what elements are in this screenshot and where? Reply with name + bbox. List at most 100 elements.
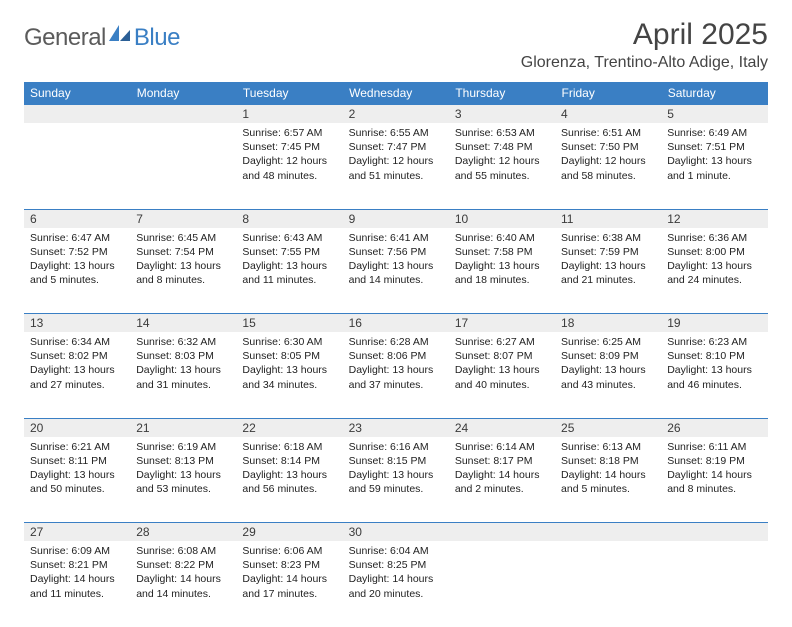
day-details: Sunrise: 6:43 AMSunset: 7:55 PMDaylight:… (236, 228, 342, 294)
day-cell-body: Sunrise: 6:13 AMSunset: 8:18 PMDaylight:… (555, 437, 661, 523)
day-cell-body: Sunrise: 6:25 AMSunset: 8:09 PMDaylight:… (555, 332, 661, 418)
daylight-text: Daylight: 13 hours and 5 minutes. (30, 259, 124, 287)
day-details: Sunrise: 6:27 AMSunset: 8:07 PMDaylight:… (449, 332, 555, 398)
day-cell-num: 20 (24, 418, 130, 437)
sunset-text: Sunset: 8:03 PM (136, 349, 230, 363)
day-details: Sunrise: 6:51 AMSunset: 7:50 PMDaylight:… (555, 123, 661, 189)
page-subtitle: Glorenza, Trentino-Alto Adige, Italy (521, 54, 768, 72)
day-number: 21 (130, 419, 236, 437)
day-cell-body: Sunrise: 6:47 AMSunset: 7:52 PMDaylight:… (24, 228, 130, 314)
day-cell-body: Sunrise: 6:38 AMSunset: 7:59 PMDaylight:… (555, 228, 661, 314)
day-cell-body: Sunrise: 6:53 AMSunset: 7:48 PMDaylight:… (449, 123, 555, 209)
day-cell-num (449, 523, 555, 542)
sunset-text: Sunset: 8:02 PM (30, 349, 124, 363)
daylight-text: Daylight: 12 hours and 55 minutes. (455, 154, 549, 182)
day-details: Sunrise: 6:18 AMSunset: 8:14 PMDaylight:… (236, 437, 342, 503)
day-number: 6 (24, 210, 130, 228)
sunset-text: Sunset: 7:52 PM (30, 245, 124, 259)
day-cell-num: 3 (449, 105, 555, 124)
sunset-text: Sunset: 8:00 PM (667, 245, 761, 259)
daylight-text: Daylight: 14 hours and 14 minutes. (136, 572, 230, 600)
daylight-text: Daylight: 14 hours and 17 minutes. (242, 572, 336, 600)
sunrise-text: Sunrise: 6:14 AM (455, 440, 549, 454)
sunrise-text: Sunrise: 6:18 AM (242, 440, 336, 454)
day-cell-num: 17 (449, 314, 555, 333)
week-daynum-row: 20212223242526 (24, 418, 768, 437)
day-cell-num: 23 (343, 418, 449, 437)
daylight-text: Daylight: 14 hours and 11 minutes. (30, 572, 124, 600)
day-number: 10 (449, 210, 555, 228)
weekday-header: Thursday (449, 82, 555, 105)
day-cell-body: Sunrise: 6:55 AMSunset: 7:47 PMDaylight:… (343, 123, 449, 209)
day-details: Sunrise: 6:32 AMSunset: 8:03 PMDaylight:… (130, 332, 236, 398)
daylight-text: Daylight: 13 hours and 56 minutes. (242, 468, 336, 496)
sunrise-text: Sunrise: 6:25 AM (561, 335, 655, 349)
day-number: 14 (130, 314, 236, 332)
day-cell-num: 15 (236, 314, 342, 333)
daylight-text: Daylight: 13 hours and 31 minutes. (136, 363, 230, 391)
sunset-text: Sunset: 8:22 PM (136, 558, 230, 572)
day-cell-num: 8 (236, 209, 342, 228)
sunrise-text: Sunrise: 6:55 AM (349, 126, 443, 140)
day-number: 26 (661, 419, 767, 437)
sunrise-text: Sunrise: 6:21 AM (30, 440, 124, 454)
week-body-row: Sunrise: 6:34 AMSunset: 8:02 PM Daylight:… (24, 332, 768, 418)
sunset-text: Sunset: 7:55 PM (242, 245, 336, 259)
sunrise-text: Sunrise: 6:57 AM (242, 126, 336, 140)
day-number: 8 (236, 210, 342, 228)
sunrise-text: Sunrise: 6:49 AM (667, 126, 761, 140)
day-cell-num: 13 (24, 314, 130, 333)
day-cell-num: 21 (130, 418, 236, 437)
day-details: Sunrise: 6:49 AMSunset: 7:51 PMDaylight:… (661, 123, 767, 189)
day-cell-body (24, 123, 130, 209)
weekday-header: Wednesday (343, 82, 449, 105)
day-cell-num: 4 (555, 105, 661, 124)
week-body-row: Sunrise: 6:47 AMSunset: 7:52 PMDaylight:… (24, 228, 768, 314)
daylight-text: Daylight: 13 hours and 34 minutes. (242, 363, 336, 391)
day-details: Sunrise: 6:25 AMSunset: 8:09 PMDaylight:… (555, 332, 661, 398)
daylight-text: Daylight: 13 hours and 50 minutes. (30, 468, 124, 496)
daylight-text: Daylight: 13 hours and 37 minutes. (349, 363, 443, 391)
sunrise-text: Sunrise: 6:38 AM (561, 231, 655, 245)
sunset-text: Sunset: 8:11 PM (30, 454, 124, 468)
day-details: Sunrise: 6:41 AMSunset: 7:56 PMDaylight:… (343, 228, 449, 294)
day-details: Sunrise: 6:13 AMSunset: 8:18 PMDaylight:… (555, 437, 661, 503)
sunrise-text: Sunrise: 6:34 AM (30, 335, 124, 349)
sunset-text: Sunset: 7:54 PM (136, 245, 230, 259)
day-cell-body: Sunrise: 6:49 AMSunset: 7:51 PMDaylight:… (661, 123, 767, 209)
day-details: Sunrise: 6:19 AMSunset: 8:13 PMDaylight:… (130, 437, 236, 503)
day-cell-num (130, 105, 236, 124)
day-number: 2 (343, 105, 449, 123)
logo-text-general: General (24, 24, 106, 52)
day-cell-num (24, 105, 130, 124)
day-cell-body: Sunrise: 6:32 AMSunset: 8:03 PMDaylight:… (130, 332, 236, 418)
sunrise-text: Sunrise: 6:41 AM (349, 231, 443, 245)
day-cell-body (449, 541, 555, 627)
day-number: 5 (661, 105, 767, 123)
day-number: 28 (130, 523, 236, 541)
daylight-text: Daylight: 14 hours and 8 minutes. (667, 468, 761, 496)
sunset-text: Sunset: 7:48 PM (455, 140, 549, 154)
day-number: 22 (236, 419, 342, 437)
logo-text-blue: Blue (134, 24, 180, 52)
week-daynum-row: 6789101112 (24, 209, 768, 228)
daylight-text: Daylight: 13 hours and 46 minutes. (667, 363, 761, 391)
logo-sail-icon (109, 24, 131, 47)
sunset-text: Sunset: 8:18 PM (561, 454, 655, 468)
day-number: 17 (449, 314, 555, 332)
day-details: Sunrise: 6:55 AMSunset: 7:47 PMDaylight:… (343, 123, 449, 189)
day-number: 7 (130, 210, 236, 228)
daylight-text: Daylight: 13 hours and 18 minutes. (455, 259, 549, 287)
daylight-text: Daylight: 14 hours and 2 minutes. (455, 468, 549, 496)
day-cell-num: 30 (343, 523, 449, 542)
day-cell-num: 27 (24, 523, 130, 542)
sunrise-text: Sunrise: 6:36 AM (667, 231, 761, 245)
sunrise-text: Sunrise: 6:11 AM (667, 440, 761, 454)
day-number: 4 (555, 105, 661, 123)
sunrise-text: Sunrise: 6:23 AM (667, 335, 761, 349)
day-details: Sunrise: 6:36 AMSunset: 8:00 PMDaylight:… (661, 228, 767, 294)
daylight-text: Daylight: 12 hours and 48 minutes. (242, 154, 336, 182)
day-cell-num: 9 (343, 209, 449, 228)
day-cell-body: Sunrise: 6:11 AMSunset: 8:19 PMDaylight:… (661, 437, 767, 523)
day-cell-num: 1 (236, 105, 342, 124)
